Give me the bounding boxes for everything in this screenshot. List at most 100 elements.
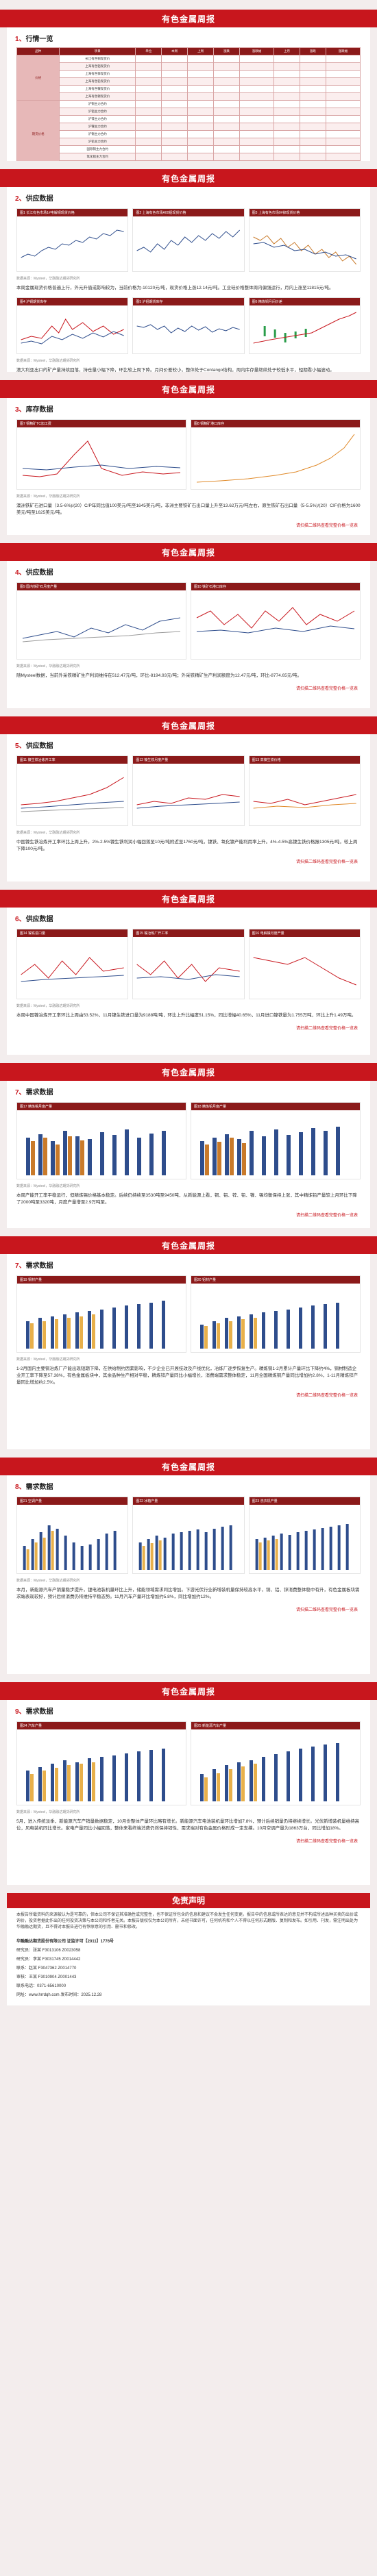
table-row: 上海有色锡现货价 (17, 92, 361, 101)
qr-cta-link[interactable]: 请扫描二维码查看完整价格一览表 (295, 1394, 358, 1398)
chart-row: 图21 空调产量 图22 冰箱产量 图23 洗衣机产量 (7, 1494, 370, 1577)
line-chart (22, 440, 181, 477)
table-cell (187, 115, 215, 123)
chart-card: 图3 上海有色市场0#锌现货价格 (248, 208, 361, 272)
line-chart (196, 434, 355, 483)
table-cell (273, 100, 300, 108)
analysis-paragraph: 1-2月国内主要铜冶炼厂产能出现短期下降，在供给制约因素影响，不少企业已开展技改… (16, 1366, 358, 1385)
analysis-paragraph: 中国镍生铁冶炼开工率环比上周上升。2%-2.5%镍生铁利润小幅回落至10元/吨附… (16, 840, 358, 851)
qr-cta-link[interactable]: 请扫描二维码查看完整价格一览表 (295, 1027, 358, 1031)
chart-card: 图18 精炼铅月度产量 (191, 1102, 361, 1179)
table-cell (135, 77, 162, 86)
chart-card: 图9 国内铁矿石月度产量 (16, 582, 186, 660)
table-header-cell: 涨跌 (213, 47, 240, 55)
table-cell (239, 108, 275, 116)
line-chart (22, 617, 181, 642)
chart-title: 图19 铜材产量 (17, 1276, 186, 1284)
table-header-cell: 本周 (161, 47, 188, 55)
chart-title: 图25 新能源汽车产量 (191, 1722, 360, 1729)
table-cell (213, 123, 240, 131)
chart-title: 图2 上海有色市场A00铝现货价格 (133, 209, 244, 216)
table-cell (213, 145, 240, 153)
table-cell (299, 100, 326, 108)
section-inventory: 3、库存数据 图7 铜精矿TC加工费 图8 铜精矿港口库存 数据来源：Myste… (7, 398, 370, 535)
table-cell (213, 62, 240, 71)
table-cell (187, 85, 215, 93)
section-demand-2: 8、需求数据 图21 空调产量 图22 冰箱产量 图23 洗衣机产量 数据来源：… (7, 1475, 370, 1674)
chart-card: 图19 铜材产量 (16, 1275, 186, 1353)
table-row: 价格 长江有色铜现货价 (16, 55, 361, 101)
chart-title: 图8 铜精矿港口库存 (191, 420, 360, 427)
report-page: 有色金属周报 1、行情一览 品种 项目 单位 本周 上周 涨跌 涨跌幅 上月 涨跌 涨跌幅 价格 长江… (0, 10, 377, 2576)
report-banner: 有色金属周报 (0, 1063, 377, 1081)
table-item-cell: 氧化铝主力合约 (59, 153, 136, 161)
chart-row: 图11 镍生铁冶炼开工率 图12 镍生铁月度产量 图13 高镍生铁价格 (7, 753, 370, 829)
table-cell (135, 55, 162, 63)
chart-title: 图4 沪铜期货库存 (17, 298, 128, 305)
table-cell (135, 153, 162, 161)
table-cell (239, 130, 275, 138)
section-title: 6、供应数据 (15, 916, 53, 923)
table-header-cell: 涨跌 (299, 47, 326, 55)
table-item-cell: 沪铅主力合约 (59, 138, 136, 146)
table-cell (273, 70, 300, 78)
table-cell (273, 85, 300, 93)
qr-cta-link[interactable]: 请扫描二维码查看完整价格一览表 (295, 1608, 358, 1612)
chart-card: 图14 镍铁进口量 (16, 929, 129, 999)
table-cell (161, 130, 188, 138)
chart-title: 图14 镍铁进口量 (17, 929, 128, 937)
table-row: 期货价格 沪铜主力合约 (16, 100, 361, 161)
table-cell (273, 77, 300, 86)
report-banner: 有色金属周报 (0, 169, 377, 187)
table-cell (161, 100, 188, 108)
table-row: 上海有色铝现货价 (17, 62, 361, 71)
qr-cta-link[interactable]: 请扫描二维码查看完整价格一览表 (295, 1840, 358, 1844)
chart-title: 图15 镍冶炼厂开工率 (133, 929, 244, 937)
report-banner: 有色金属周报 (0, 890, 377, 908)
chart-card: 图7 铜精矿TC加工费 (16, 419, 186, 490)
source-note: 数据来源：Mysteel，华融融达期货研究所 (16, 664, 80, 668)
chart-row: 图19 铜材产量 图20 铝材产量 (7, 1273, 370, 1355)
qr-cta-link[interactable]: 请扫描二维码查看完整价格一览表 (295, 1214, 358, 1218)
bar-chart (200, 1303, 339, 1349)
qr-cta-link[interactable]: 请扫描二维码查看完整价格一览表 (295, 860, 358, 864)
chart-title: 图12 镍生铁月度产量 (133, 756, 244, 764)
table-cell (135, 115, 162, 123)
candle-chart (253, 312, 356, 344)
chart-card: 图15 镍冶炼厂开工率 (132, 929, 245, 999)
table-item-cell: 上海有色铅现货价 (59, 77, 136, 86)
table-cell (161, 55, 188, 63)
chart-title: 图10 铁矿石港口库存 (191, 583, 360, 590)
table-cell (273, 153, 300, 161)
table-header-cell: 上月 (273, 47, 300, 55)
qr-cta-link[interactable]: 请扫描二维码查看完整价格一览表 (295, 687, 358, 691)
chart-title: 图20 铝材产量 (191, 1276, 360, 1284)
table-header-cell: 涨跌幅 (239, 47, 275, 55)
table-row: 沪铅主力合约 (17, 138, 361, 146)
contact-line: 网址：www.hrrdqh.com 发布时间：2025.12.28 (16, 1993, 102, 1997)
table-cell (187, 108, 215, 116)
source-note: 数据来源：Mysteel，华融融达期货研究所 (16, 831, 80, 835)
table-item-cell: 上海有色铝现货价 (59, 62, 136, 71)
table-item-cell: 沪锌主力合约 (59, 115, 136, 123)
table-item-cell: 长江有色铜现货价 (59, 55, 136, 63)
bar-chart (255, 1524, 349, 1570)
contact-line: 华融融达期货股份有限公司 证监许可【2011】1776号 (16, 1940, 114, 1944)
table-cell (299, 153, 326, 161)
section-demand-3: 9、需求数据 图24 汽车产量 图25 新能源汽车产量 数据来源：Mysteel… (7, 1700, 370, 1885)
table-group-cell: 期货价格 (16, 100, 60, 161)
chart-card: 图22 冰箱产量 (132, 1497, 245, 1574)
table-cell (273, 108, 300, 116)
source-note: 数据来源：Mysteel，华融融达期货研究所 (16, 1810, 80, 1814)
table-cell (213, 115, 240, 123)
chart-title: 图16 电解镍月度产量 (249, 929, 360, 937)
table-cell (213, 85, 240, 93)
table-cell (135, 62, 162, 71)
table-cell (161, 70, 188, 78)
qr-cta-link[interactable]: 请扫描二维码查看完整价格一览表 (295, 524, 358, 528)
table-cell (299, 77, 326, 86)
table-cell (299, 70, 326, 78)
table-cell (239, 55, 275, 63)
report-banner: 有色金属周报 (0, 543, 377, 561)
section-title: 7、需求数据 (15, 1262, 53, 1270)
